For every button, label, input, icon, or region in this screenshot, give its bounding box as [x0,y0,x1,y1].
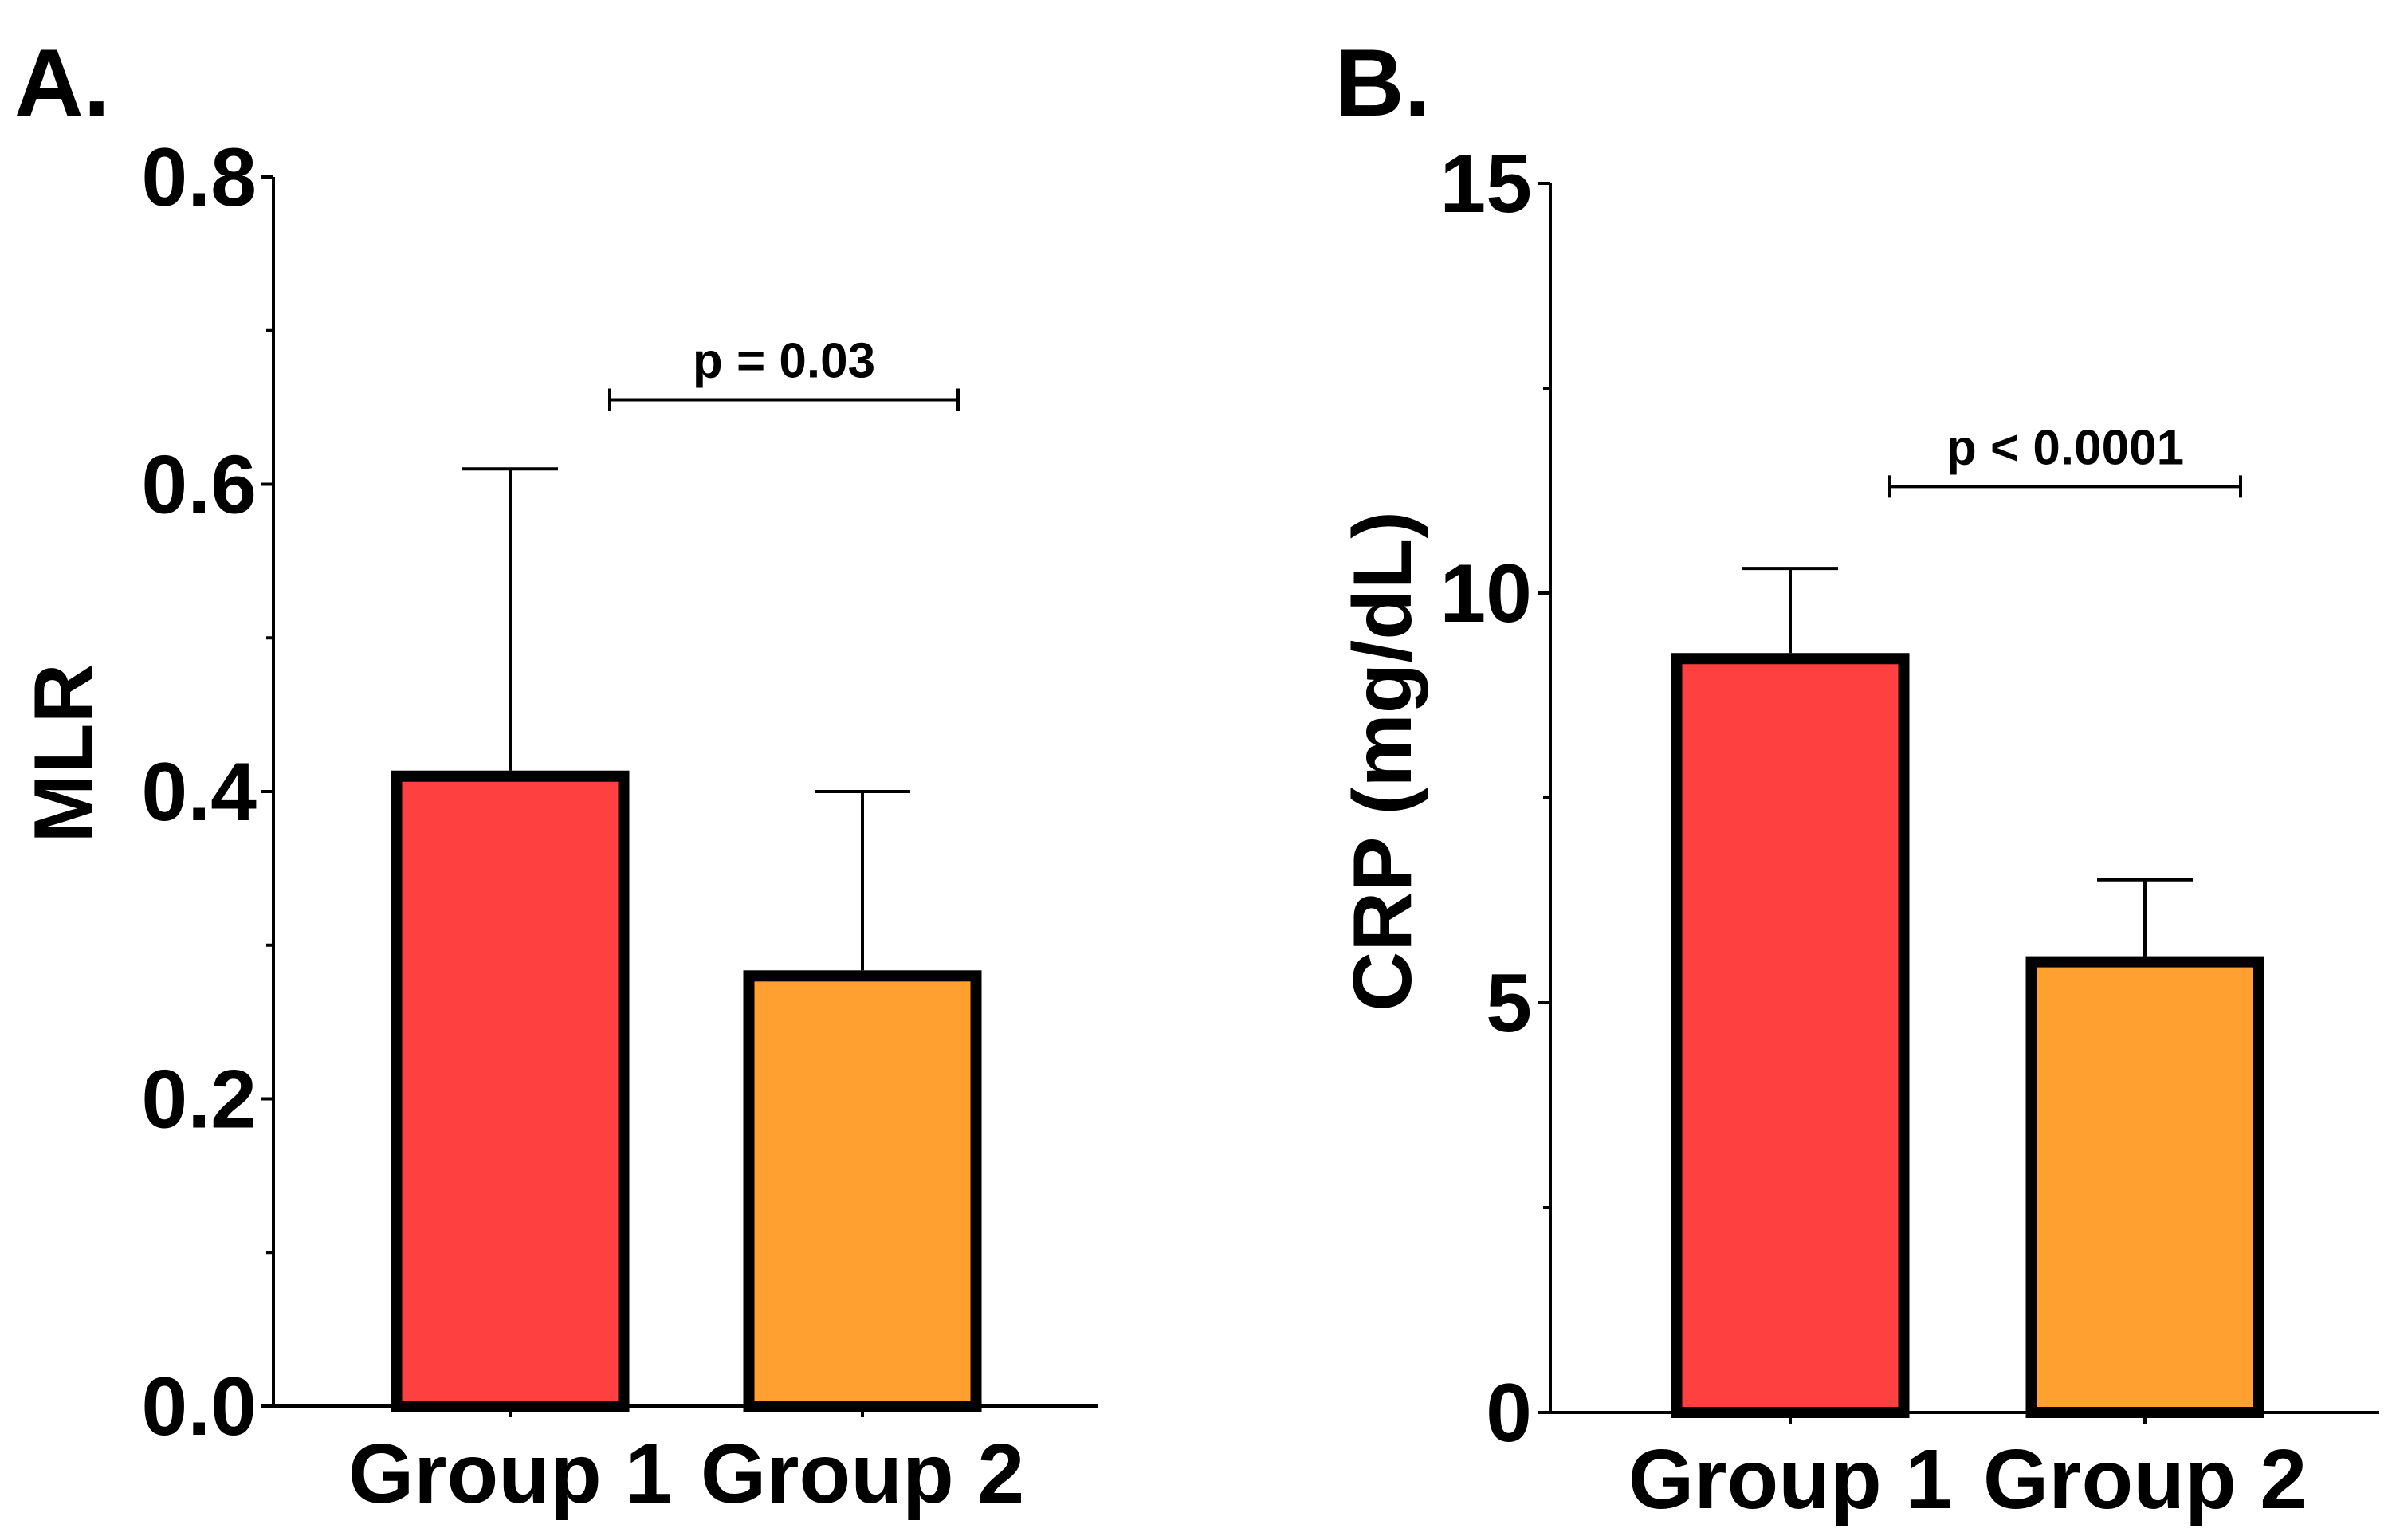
panel-a-y-tick-label-1: 0.2 [141,1054,257,1146]
panel-a-y-tick-label-4: 0.8 [141,132,257,224]
panel-b-category-label-1: Group 1 [1628,1432,1952,1526]
panel-b-y-tick-label-2: 10 [1440,548,1532,640]
panel-b-y-tick-label-3: 15 [1440,138,1532,230]
panel-b-bar-2 [2025,956,2264,1418]
panel-b-p-value: p < 0.0001 [1946,420,2184,475]
panel-a-bar-1 [391,770,630,1412]
panel-a-marks: 0.0 0.2 0.4 0.6 0.8 Group 1 Group 2 p = 0.03 [141,132,1098,1521]
panel-a-category-label-2: Group 2 [701,1427,1024,1521]
panel-a-y-tick-label-0: 0.0 [141,1361,257,1453]
panel-a-label: A. [14,29,110,136]
panel-b-y-axis-title: CRP (mg/dL) [1337,511,1429,1012]
panel-b-category-label-2: Group 2 [1983,1432,2307,1526]
panel-a: A. MLR 0.0 0.2 0.4 0.6 0.8 Group 1 Group 2 p = … [14,29,1098,1521]
panel-b-bar-1 [1671,653,1910,1418]
panel-b-label: B. [1335,29,1431,136]
panel-a-y-tick-label-3: 0.6 [141,439,257,532]
panel-a-y-tick-label-2: 0.4 [141,746,257,839]
panel-a-category-label-1: Group 1 [348,1427,672,1521]
panel-b-y-tick-label-0: 0 [1486,1367,1532,1459]
panel-b: B. CRP (mg/dL) 0 5 10 15 Group 1 Group 2 p < 0… [1335,29,2379,1526]
panel-a-y-axis-title: MLR [18,663,110,843]
panel-b-y-tick-label-1: 5 [1486,957,1532,1050]
panel-b-marks: 0 5 10 15 Group 1 Group 2 p < 0.0001 [1440,138,2379,1526]
panel-a-p-value: p = 0.03 [693,333,875,388]
panel-a-bar-2 [743,970,982,1412]
